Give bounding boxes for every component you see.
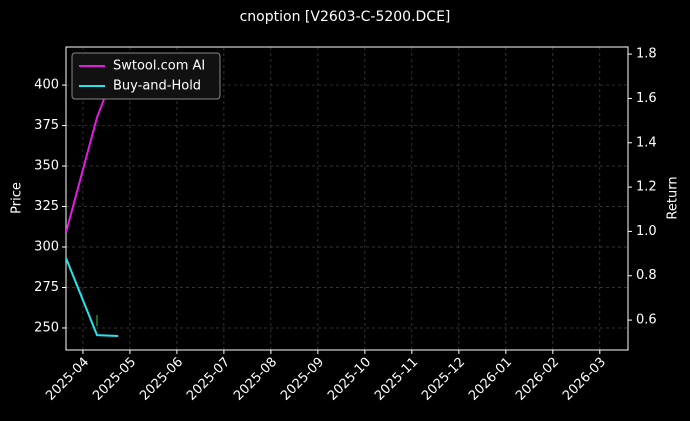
y-tick-label: 325 [34, 199, 59, 214]
y-tick-label: 350 [34, 159, 59, 174]
y2-tick-label: 1.6 [636, 91, 657, 106]
y2-tick-label: 1.8 [636, 47, 657, 62]
y-tick-label: 400 [34, 78, 59, 93]
plot-frame [65, 46, 629, 351]
y-tick-label: 300 [34, 240, 59, 255]
legend-box [71, 52, 221, 100]
legend-label: Swtool.com AI [113, 59, 205, 74]
y2-tick-label: 1.4 [636, 135, 657, 150]
y-tick-label: 375 [34, 118, 59, 133]
chart-title: cnoption [V2603-C-5200.DCE] [240, 9, 451, 25]
y2-tick-label: 1.0 [636, 224, 657, 239]
y-tick-label: 275 [34, 280, 59, 295]
series-line [66, 257, 119, 338]
y2-tick-label: 0.6 [636, 313, 657, 328]
y2-tick-label: 0.8 [636, 268, 657, 283]
y-tick-label: 250 [34, 320, 59, 335]
y2-tick-label: 1.2 [636, 180, 657, 195]
y-axis-label: Price [10, 182, 25, 214]
legend-label: Buy-and-Hold [113, 79, 201, 94]
y2-axis-label: Return [666, 176, 681, 219]
